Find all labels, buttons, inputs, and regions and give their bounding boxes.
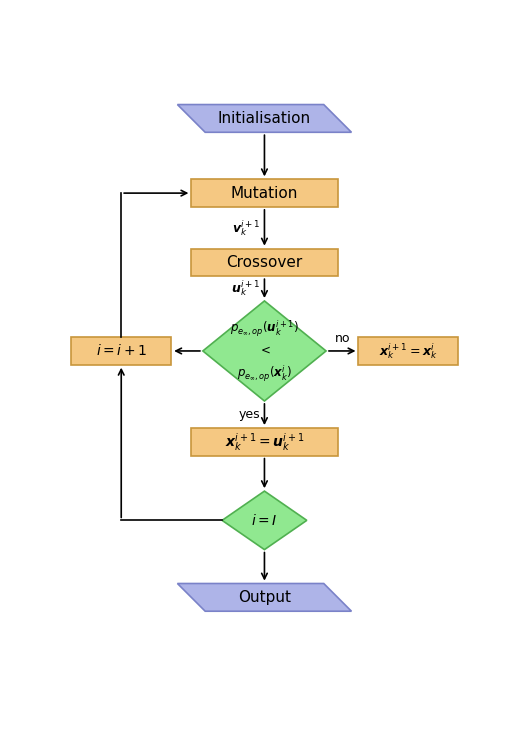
Polygon shape — [178, 105, 351, 132]
FancyBboxPatch shape — [71, 337, 171, 365]
FancyBboxPatch shape — [191, 179, 337, 207]
Text: $\boldsymbol{x}_k^{i+1} = \boldsymbol{x}_k^i$: $\boldsymbol{x}_k^{i+1} = \boldsymbol{x}… — [379, 341, 438, 361]
FancyBboxPatch shape — [191, 249, 337, 276]
Text: $\boldsymbol{x}_k^{i+1} = \boldsymbol{u}_k^{i+1}$: $\boldsymbol{x}_k^{i+1} = \boldsymbol{u}… — [224, 431, 304, 452]
Polygon shape — [203, 301, 326, 401]
Text: Initialisation: Initialisation — [218, 111, 311, 126]
Text: $\boldsymbol{u}_k^{i+1}$: $\boldsymbol{u}_k^{i+1}$ — [231, 279, 260, 299]
Text: yes: yes — [238, 408, 260, 421]
Polygon shape — [222, 491, 307, 550]
Text: Output: Output — [238, 590, 291, 605]
Text: Crossover: Crossover — [227, 255, 302, 270]
FancyBboxPatch shape — [191, 428, 337, 455]
Text: $p_{e_\infty,op}(\boldsymbol{u}_k^{i+1})$
$<$
$p_{e_\infty,op}(\boldsymbol{x}_k^: $p_{e_\infty,op}(\boldsymbol{u}_k^{i+1})… — [230, 319, 299, 383]
Text: $i = i + 1$: $i = i + 1$ — [95, 343, 147, 358]
Polygon shape — [178, 583, 351, 611]
Text: $i = I$: $i = I$ — [251, 513, 278, 528]
Text: Mutation: Mutation — [231, 186, 298, 201]
FancyBboxPatch shape — [359, 337, 459, 365]
Text: $\boldsymbol{v}_k^{i+1}$: $\boldsymbol{v}_k^{i+1}$ — [232, 218, 260, 238]
Text: no: no — [334, 332, 350, 345]
